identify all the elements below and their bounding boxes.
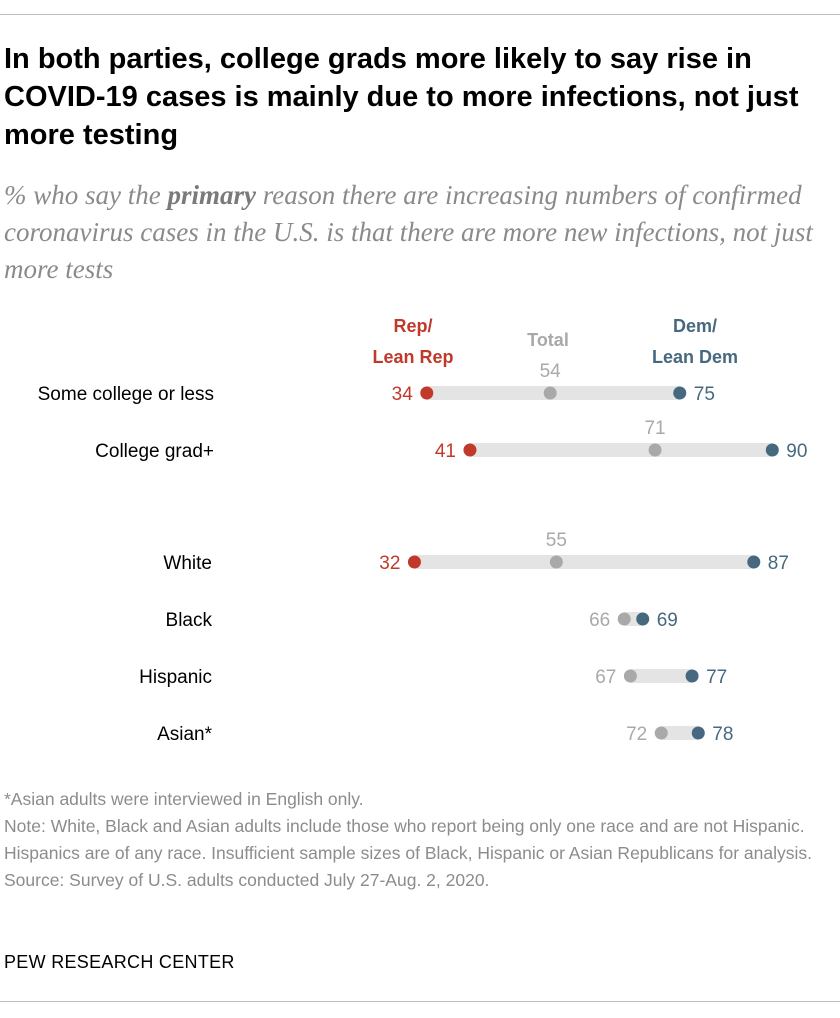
note-text: Note: White, Black and Asian adults incl… — [4, 816, 812, 863]
legend-dem-line2: Lean Dem — [652, 347, 738, 367]
legend-dem-line1: Dem/ — [673, 316, 717, 336]
total-value-label: 71 — [644, 418, 665, 439]
total-dot — [549, 555, 563, 569]
rep-value-label: 32 — [379, 553, 400, 574]
total-value-label: 54 — [540, 361, 562, 382]
total-value-label: 72 — [626, 724, 647, 745]
range-bar — [414, 555, 754, 569]
org-name: PEW RESEARCH CENTER — [4, 952, 235, 972]
dem-dot — [685, 669, 699, 683]
total-value-label: 67 — [595, 667, 616, 688]
rep-dot — [463, 443, 477, 457]
chart-title: In both parties, college grads more like… — [4, 43, 799, 151]
bottom-rule — [0, 1001, 840, 1002]
row-label: Black — [166, 610, 213, 631]
dem-value-label: 69 — [657, 610, 678, 631]
rep-value-label: 34 — [392, 384, 414, 405]
legend-rep-line1: Rep/ — [393, 316, 432, 336]
legend-rep-line2: Lean Rep — [372, 347, 453, 367]
range-bar — [469, 443, 773, 457]
source-text: Source: Survey of U.S. adults conducted … — [4, 870, 490, 890]
row-label: College grad+ — [95, 441, 214, 462]
total-value-label: 66 — [589, 610, 610, 631]
dem-dot — [636, 612, 650, 626]
dem-value-label: 87 — [768, 553, 789, 574]
total-value-label: 55 — [546, 530, 567, 551]
rep-value-label: 41 — [435, 441, 456, 462]
asterisk-note: *Asian adults were interviewed in Englis… — [4, 789, 364, 809]
range-bar — [630, 669, 693, 683]
subtitle-post: reason there are increasing numbers of c… — [4, 180, 813, 284]
dot-plot-chart: Rep/Lean Rep Total Dem/Lean Dem Some colleg… — [38, 316, 808, 745]
notes-block: *Asian adults were interviewed in Englis… — [4, 786, 834, 894]
legend-total: Total — [527, 330, 569, 350]
dem-dot — [765, 443, 779, 457]
total-dot — [617, 612, 631, 626]
subtitle-emphasis: primary — [167, 180, 256, 210]
range-bar — [661, 726, 699, 740]
total-dot — [648, 443, 662, 457]
subtitle-pre: % who say the — [4, 180, 168, 210]
dem-dot — [747, 555, 761, 569]
dem-value-label: 75 — [694, 384, 715, 405]
rep-dot — [420, 386, 434, 400]
dem-dot — [691, 726, 705, 740]
row-label: Asian* — [157, 724, 213, 745]
total-dot — [654, 726, 668, 740]
dem-value-label: 77 — [706, 667, 727, 688]
dem-value-label: 78 — [712, 724, 733, 745]
total-dot — [543, 386, 557, 400]
total-dot — [623, 669, 637, 683]
chart-subtitle: % who say the primary reason there are i… — [4, 177, 834, 288]
row-label: Some college or less — [38, 384, 214, 405]
dem-dot — [673, 386, 687, 400]
rep-dot — [407, 555, 421, 569]
row-label: Hispanic — [139, 667, 212, 688]
dem-value-label: 90 — [786, 441, 807, 462]
top-rule — [0, 14, 840, 15]
row-label: White — [163, 553, 212, 574]
